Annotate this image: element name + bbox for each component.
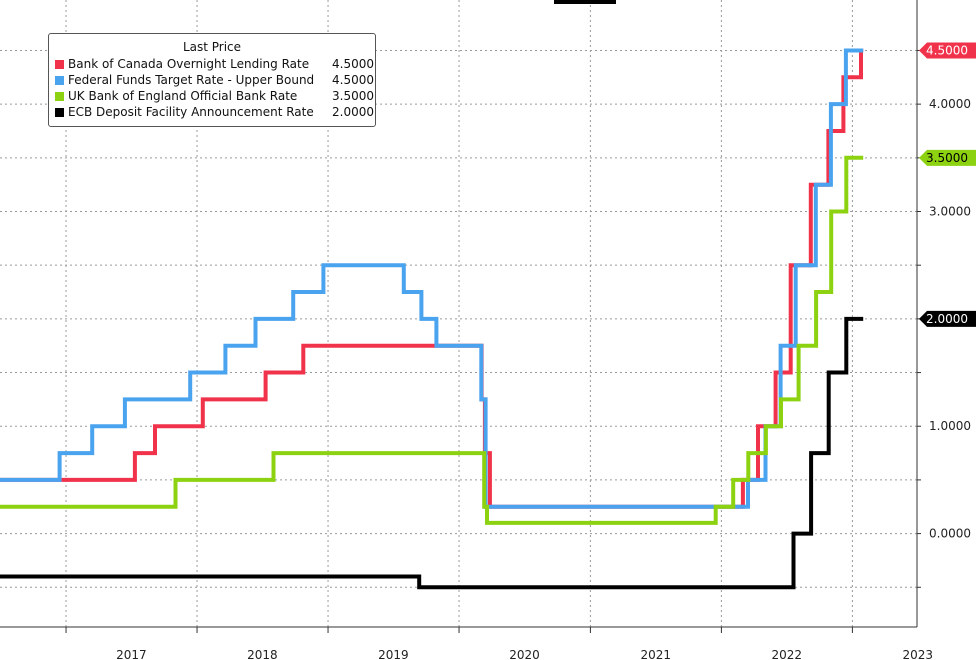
legend-value: 2.0000 — [332, 105, 374, 119]
y-tick-label: 3.0000 — [929, 205, 971, 219]
x-tick-label: 2021 — [640, 648, 671, 660]
last-price-tag-label-2: 3.5000 — [926, 151, 968, 165]
legend-item-boe: UK Bank of England Official Bank Rate 3.… — [49, 88, 375, 104]
x-tick-label: 2020 — [509, 648, 540, 660]
legend-swatch-ecb — [55, 107, 64, 117]
legend-label: UK Bank of England Official Bank Rate — [68, 89, 298, 103]
top-edge-marker — [554, 0, 616, 4]
y-tick-label: 0.0000 — [929, 527, 971, 541]
last-price-tag-0 — [919, 42, 976, 59]
legend-label: Bank of Canada Overnight Lending Rate — [68, 57, 310, 71]
x-tick-label: 2019 — [378, 648, 409, 660]
last-price-tag-2 — [919, 149, 976, 166]
last-price-tags: 4.5000 3.5000 2.0000 — [919, 42, 976, 327]
legend: Last Price Bank of Canada Overnight Lend… — [48, 33, 376, 127]
series-line-1 — [0, 48, 864, 509]
legend-value: 4.5000 — [332, 73, 374, 87]
legend-item-ecb: ECB Deposit Facility Announcement Rate 2… — [49, 104, 375, 120]
series-line-3 — [0, 316, 864, 590]
last-price-tag-3 — [919, 310, 976, 327]
last-price-tag-label-0: 4.5000 — [926, 43, 968, 57]
legend-label: Federal Funds Target Rate - Upper Bound — [68, 73, 315, 87]
series-lines — [0, 48, 864, 590]
y-tick-label: 4.0000 — [929, 97, 971, 111]
x-tick-label: 2023 — [902, 648, 933, 660]
legend-swatch-boc — [55, 59, 64, 69]
series-line-2 — [0, 155, 864, 525]
legend-swatch-fed — [55, 75, 64, 85]
x-tick-label: 2022 — [771, 648, 802, 660]
legend-item-fed: Federal Funds Target Rate - Upper Bound … — [49, 72, 375, 88]
legend-value: 3.5000 — [332, 89, 374, 103]
last-price-tag-label-3: 2.0000 — [926, 312, 968, 326]
legend-item-boc: Bank of Canada Overnight Lending Rate 4.… — [49, 56, 375, 72]
legend-value: 4.5000 — [332, 57, 374, 71]
x-tick-label: 2017 — [116, 648, 147, 660]
legend-title: Last Price — [182, 40, 242, 54]
legend-swatch-boe — [55, 91, 64, 101]
x-tick-label: 2018 — [247, 648, 278, 660]
y-tick-label: 1.0000 — [929, 419, 971, 433]
x-axis: 2017 2018 2019 2020 2021 2022 2023 — [65, 627, 933, 660]
legend-label: ECB Deposit Facility Announcement Rate — [68, 105, 314, 119]
